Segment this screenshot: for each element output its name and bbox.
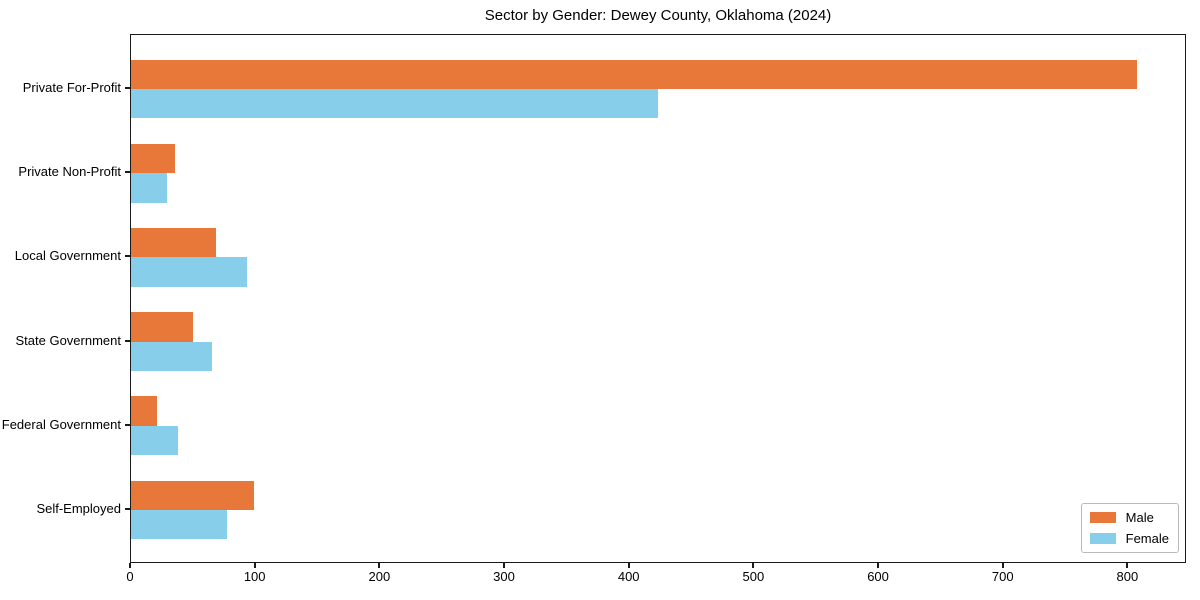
x-tick-label: 600 xyxy=(867,569,889,584)
x-tick-label: 100 xyxy=(243,569,266,584)
y-tick-label-self-employed: Self-Employed xyxy=(36,500,121,516)
bar-female-federal-government xyxy=(131,425,179,456)
bar-male-federal-government xyxy=(131,396,158,426)
legend-item-male: Male xyxy=(1089,510,1169,525)
y-tick-mark xyxy=(125,171,130,174)
legend: Male Female xyxy=(1080,503,1179,553)
y-tick-mark xyxy=(125,507,130,510)
y-tick-label-private-non-profit: Private Non-Profit xyxy=(18,164,121,180)
bar-female-private-for-profit xyxy=(131,89,659,119)
x-tick-label: 800 xyxy=(1116,569,1139,584)
bar-male-local-government xyxy=(131,228,216,258)
x-tick-label: 0 xyxy=(126,569,134,584)
y-tick-label-local-government: Local Government xyxy=(14,248,121,264)
legend-swatch-female xyxy=(1089,533,1116,544)
x-tick-mark xyxy=(253,563,256,568)
plot-area: Male Female xyxy=(130,34,1186,563)
x-tick-mark xyxy=(1126,563,1129,568)
bar-male-private-non-profit xyxy=(131,143,175,174)
x-tick-mark xyxy=(877,563,880,568)
bar-male-self-employed xyxy=(131,480,255,510)
y-tick-mark xyxy=(125,87,130,90)
legend-label-male: Male xyxy=(1125,510,1154,525)
bar-female-state-government xyxy=(131,341,213,371)
bar-male-private-for-profit xyxy=(131,59,1138,90)
y-tick-mark xyxy=(125,339,130,342)
x-tick-label: 500 xyxy=(742,569,765,584)
y-tick-label-federal-government: Federal Government xyxy=(1,416,121,432)
y-tick-mark xyxy=(125,255,130,258)
x-tick-label: 300 xyxy=(493,569,515,584)
y-tick-mark xyxy=(125,423,130,426)
bar-female-self-employed xyxy=(131,509,227,540)
x-tick-mark xyxy=(378,563,381,568)
legend-swatch-male xyxy=(1089,512,1116,523)
x-tick-label: 400 xyxy=(617,569,640,584)
x-tick-label: 200 xyxy=(368,569,391,584)
legend-label-female: Female xyxy=(1125,531,1169,546)
y-tick-label-state-government: State Government xyxy=(15,332,122,348)
x-tick-mark xyxy=(752,563,755,568)
x-tick-mark xyxy=(129,563,131,568)
legend-item-female: Female xyxy=(1089,531,1169,546)
x-tick-mark xyxy=(1001,563,1004,568)
x-tick-label: 700 xyxy=(991,569,1014,584)
bar-female-local-government xyxy=(131,257,247,287)
bar-female-private-non-profit xyxy=(131,173,168,203)
x-tick-mark xyxy=(503,563,506,568)
y-tick-label-private-for-profit: Private For-Profit xyxy=(22,80,121,96)
bar-male-state-government xyxy=(131,312,194,342)
x-tick-mark xyxy=(627,563,630,568)
chart-title: Sector by Gender: Dewey County, Oklahoma… xyxy=(484,7,832,24)
